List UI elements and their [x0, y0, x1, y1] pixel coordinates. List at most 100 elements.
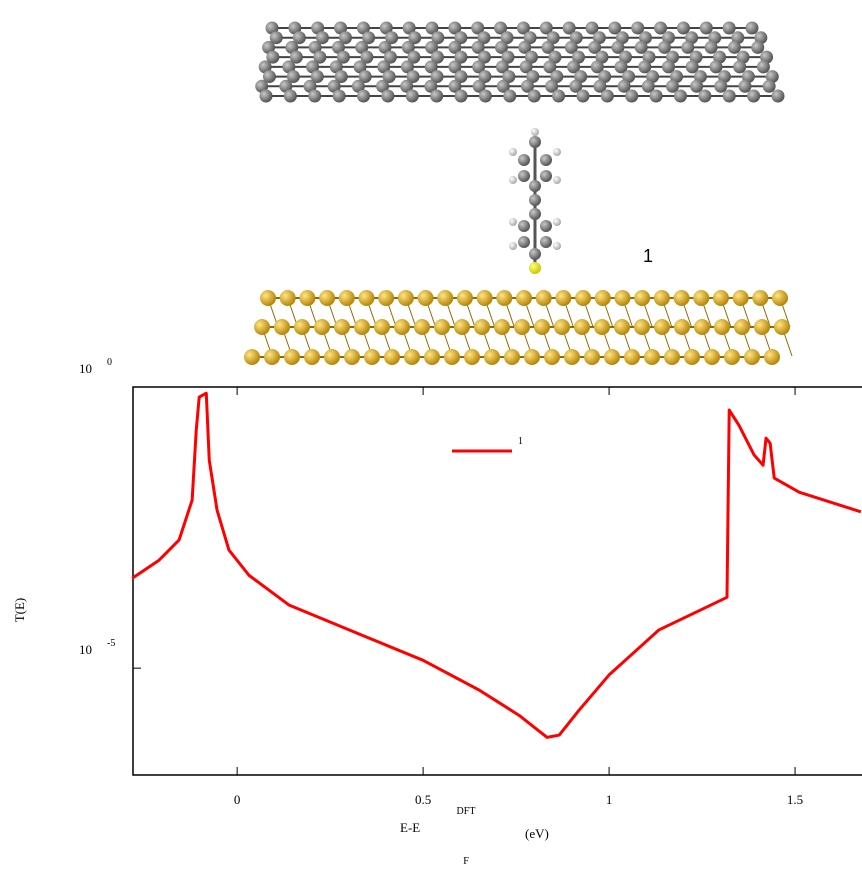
gold-atom — [634, 290, 650, 306]
hydrogen-atom — [509, 148, 517, 156]
data-line — [132, 393, 861, 737]
gold-atom — [358, 290, 374, 306]
carbon-atom — [503, 90, 516, 103]
gold-atom — [674, 290, 690, 306]
gold-atom — [594, 319, 610, 335]
carbon-atom — [260, 90, 273, 103]
carbon-atom — [576, 90, 589, 103]
gold-atom — [713, 290, 729, 306]
carbon-atom — [738, 80, 751, 93]
gold-atom — [414, 319, 430, 335]
carbon-atom — [529, 180, 541, 192]
gold-atom — [254, 319, 270, 335]
gold-atom — [464, 349, 480, 365]
gold-atom — [374, 319, 390, 335]
gold-atom — [334, 319, 350, 335]
carbon-atom — [540, 220, 552, 232]
carbon-atom — [763, 80, 776, 93]
gold-atom — [477, 290, 493, 306]
gold-atom — [604, 349, 620, 365]
gold-atom — [634, 319, 650, 335]
gold-atom — [624, 349, 640, 365]
x-tick-label: 1 — [606, 792, 613, 807]
gold-atom — [319, 290, 335, 306]
gold-atom — [514, 319, 530, 335]
gold-atom — [304, 349, 320, 365]
gold-atom — [575, 290, 591, 306]
carbon-atom — [751, 41, 764, 54]
gold-atom — [724, 349, 740, 365]
y-tick-exponent: 0 — [107, 357, 112, 368]
y-tick-label: 10 — [79, 361, 92, 376]
carbon-atom — [540, 154, 552, 166]
gold-atom — [494, 319, 510, 335]
gold-atom — [454, 319, 470, 335]
gold-atom — [274, 319, 290, 335]
gold-atom — [744, 349, 760, 365]
gold-atom — [434, 319, 450, 335]
gold-atom — [654, 290, 670, 306]
x-axis-label-unit: (eV) — [525, 826, 549, 841]
gold-atom — [693, 290, 709, 306]
gold-atom — [752, 290, 768, 306]
gold-atom — [424, 349, 440, 365]
gold-atom — [733, 290, 749, 306]
y-tick-label: 10 — [79, 642, 92, 657]
gold-atom — [484, 349, 500, 365]
carbon-atom — [625, 90, 638, 103]
carbon-atom — [747, 90, 760, 103]
gold-atom — [674, 319, 690, 335]
carbon-atom — [674, 90, 687, 103]
carbon-atom — [529, 248, 541, 260]
gold-atom — [284, 349, 300, 365]
carbon-atom — [529, 136, 541, 148]
carbon-atom — [529, 208, 541, 220]
gold-atom — [564, 349, 580, 365]
carbon-atom — [479, 90, 492, 103]
annotation: 1 — [643, 246, 653, 266]
figure: 1 00.511.510010-5T(E)E-EDFTF(eV)1 — [0, 0, 862, 875]
gold-atom — [714, 319, 730, 335]
hydrogen-atom — [509, 242, 517, 250]
gold-atom — [314, 319, 330, 335]
hydrogen-atom — [553, 242, 561, 250]
gold-atom — [614, 290, 630, 306]
hydrogen-atom — [531, 128, 539, 136]
carbon-atom — [552, 90, 565, 103]
gold-atom — [244, 349, 260, 365]
sulfur-atom — [529, 262, 541, 274]
gold-atom — [536, 290, 552, 306]
carbon-atom — [430, 90, 443, 103]
carbon-atom — [518, 154, 530, 166]
carbon-atom — [772, 90, 785, 103]
carbon-atom — [540, 236, 552, 248]
carbon-atom — [518, 220, 530, 232]
gold-atom — [339, 290, 355, 306]
axes-frame — [133, 387, 862, 775]
gold-atom — [664, 349, 680, 365]
gold-atom — [516, 290, 532, 306]
carbon-atom — [540, 170, 552, 182]
gold-atom — [260, 290, 276, 306]
carbon-atom — [518, 170, 530, 182]
gold-atom — [264, 349, 280, 365]
carbon-atom — [455, 90, 468, 103]
hydrogen-atom — [553, 176, 561, 184]
gold-atom — [534, 319, 550, 335]
gold-atom — [734, 319, 750, 335]
carbon-atom — [733, 60, 746, 73]
gold-atom — [774, 319, 790, 335]
gold-atom — [764, 349, 780, 365]
gold-atom — [654, 319, 670, 335]
gold-atom — [754, 319, 770, 335]
carbon-atom — [406, 90, 419, 103]
hydrogen-atom — [553, 148, 561, 156]
x-axis-label-sub: F — [463, 856, 469, 867]
gold-atom — [644, 349, 660, 365]
gold-atom — [364, 349, 380, 365]
gold-atom — [299, 290, 315, 306]
gold-atom — [418, 290, 434, 306]
gold-atom — [398, 290, 414, 306]
gold-atom — [595, 290, 611, 306]
gold-atom — [437, 290, 453, 306]
